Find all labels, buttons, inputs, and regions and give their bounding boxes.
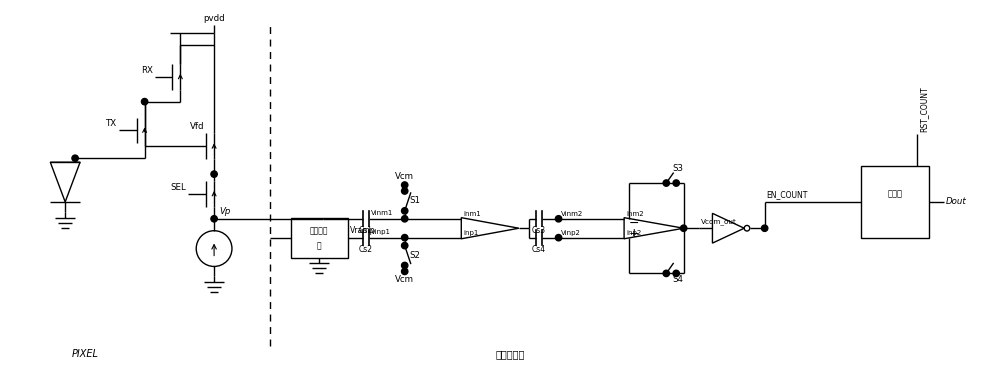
Text: Vinp1: Vinp1 <box>371 229 391 235</box>
Text: Vinm2: Vinm2 <box>561 211 583 217</box>
Circle shape <box>680 225 687 231</box>
Circle shape <box>402 268 408 275</box>
Circle shape <box>761 225 768 231</box>
Text: PIXEL: PIXEL <box>72 349 98 359</box>
Text: RST_COUNT: RST_COUNT <box>919 87 928 133</box>
Circle shape <box>402 215 408 222</box>
Circle shape <box>402 262 408 269</box>
Circle shape <box>402 243 408 249</box>
Circle shape <box>211 171 217 177</box>
Circle shape <box>673 270 679 277</box>
Text: +: + <box>629 227 639 240</box>
Text: Cs3: Cs3 <box>532 226 546 235</box>
Text: Vcom_out: Vcom_out <box>701 219 736 225</box>
Text: inm2: inm2 <box>626 211 644 217</box>
Circle shape <box>555 235 562 241</box>
Text: Cs1: Cs1 <box>359 226 373 235</box>
Circle shape <box>72 155 78 162</box>
Circle shape <box>555 215 562 222</box>
Text: Cs4: Cs4 <box>532 244 546 254</box>
Circle shape <box>141 99 148 105</box>
Circle shape <box>402 235 408 241</box>
Text: Vcm: Vcm <box>395 275 414 284</box>
Text: RX: RX <box>141 66 153 75</box>
Text: 计数器: 计数器 <box>888 189 903 199</box>
Text: inm1: inm1 <box>463 211 481 217</box>
Text: 器: 器 <box>317 241 322 250</box>
Text: Dout: Dout <box>946 197 966 206</box>
Bar <box>861 166 929 238</box>
Text: S3: S3 <box>672 164 683 173</box>
Circle shape <box>663 180 669 186</box>
Text: TX: TX <box>106 120 117 128</box>
Bar <box>291 218 348 257</box>
Circle shape <box>211 215 217 222</box>
Text: Vp: Vp <box>219 207 230 216</box>
Text: Vinm1: Vinm1 <box>371 210 393 216</box>
Circle shape <box>673 180 679 186</box>
Circle shape <box>663 270 669 277</box>
Text: EN_COUNT: EN_COUNT <box>767 190 808 199</box>
Text: Vinp2: Vinp2 <box>561 230 580 236</box>
Text: S2: S2 <box>410 251 421 260</box>
Text: Vcm: Vcm <box>395 172 414 181</box>
Circle shape <box>402 208 408 214</box>
Text: inp1: inp1 <box>463 230 479 236</box>
Text: inp2: inp2 <box>626 230 641 236</box>
Text: SEL: SEL <box>171 183 186 192</box>
Text: S4: S4 <box>672 275 683 284</box>
Text: −: − <box>629 217 639 230</box>
Text: S1: S1 <box>410 196 421 206</box>
Text: 列读出电路: 列读出电路 <box>495 349 525 359</box>
Text: Vramp: Vramp <box>350 226 376 235</box>
Text: Vfd: Vfd <box>190 123 204 131</box>
Text: 斜坡发生: 斜坡发生 <box>310 226 329 235</box>
Circle shape <box>402 188 408 194</box>
Text: pvdd: pvdd <box>203 14 225 23</box>
Circle shape <box>402 182 408 188</box>
Text: Cs2: Cs2 <box>359 244 373 254</box>
